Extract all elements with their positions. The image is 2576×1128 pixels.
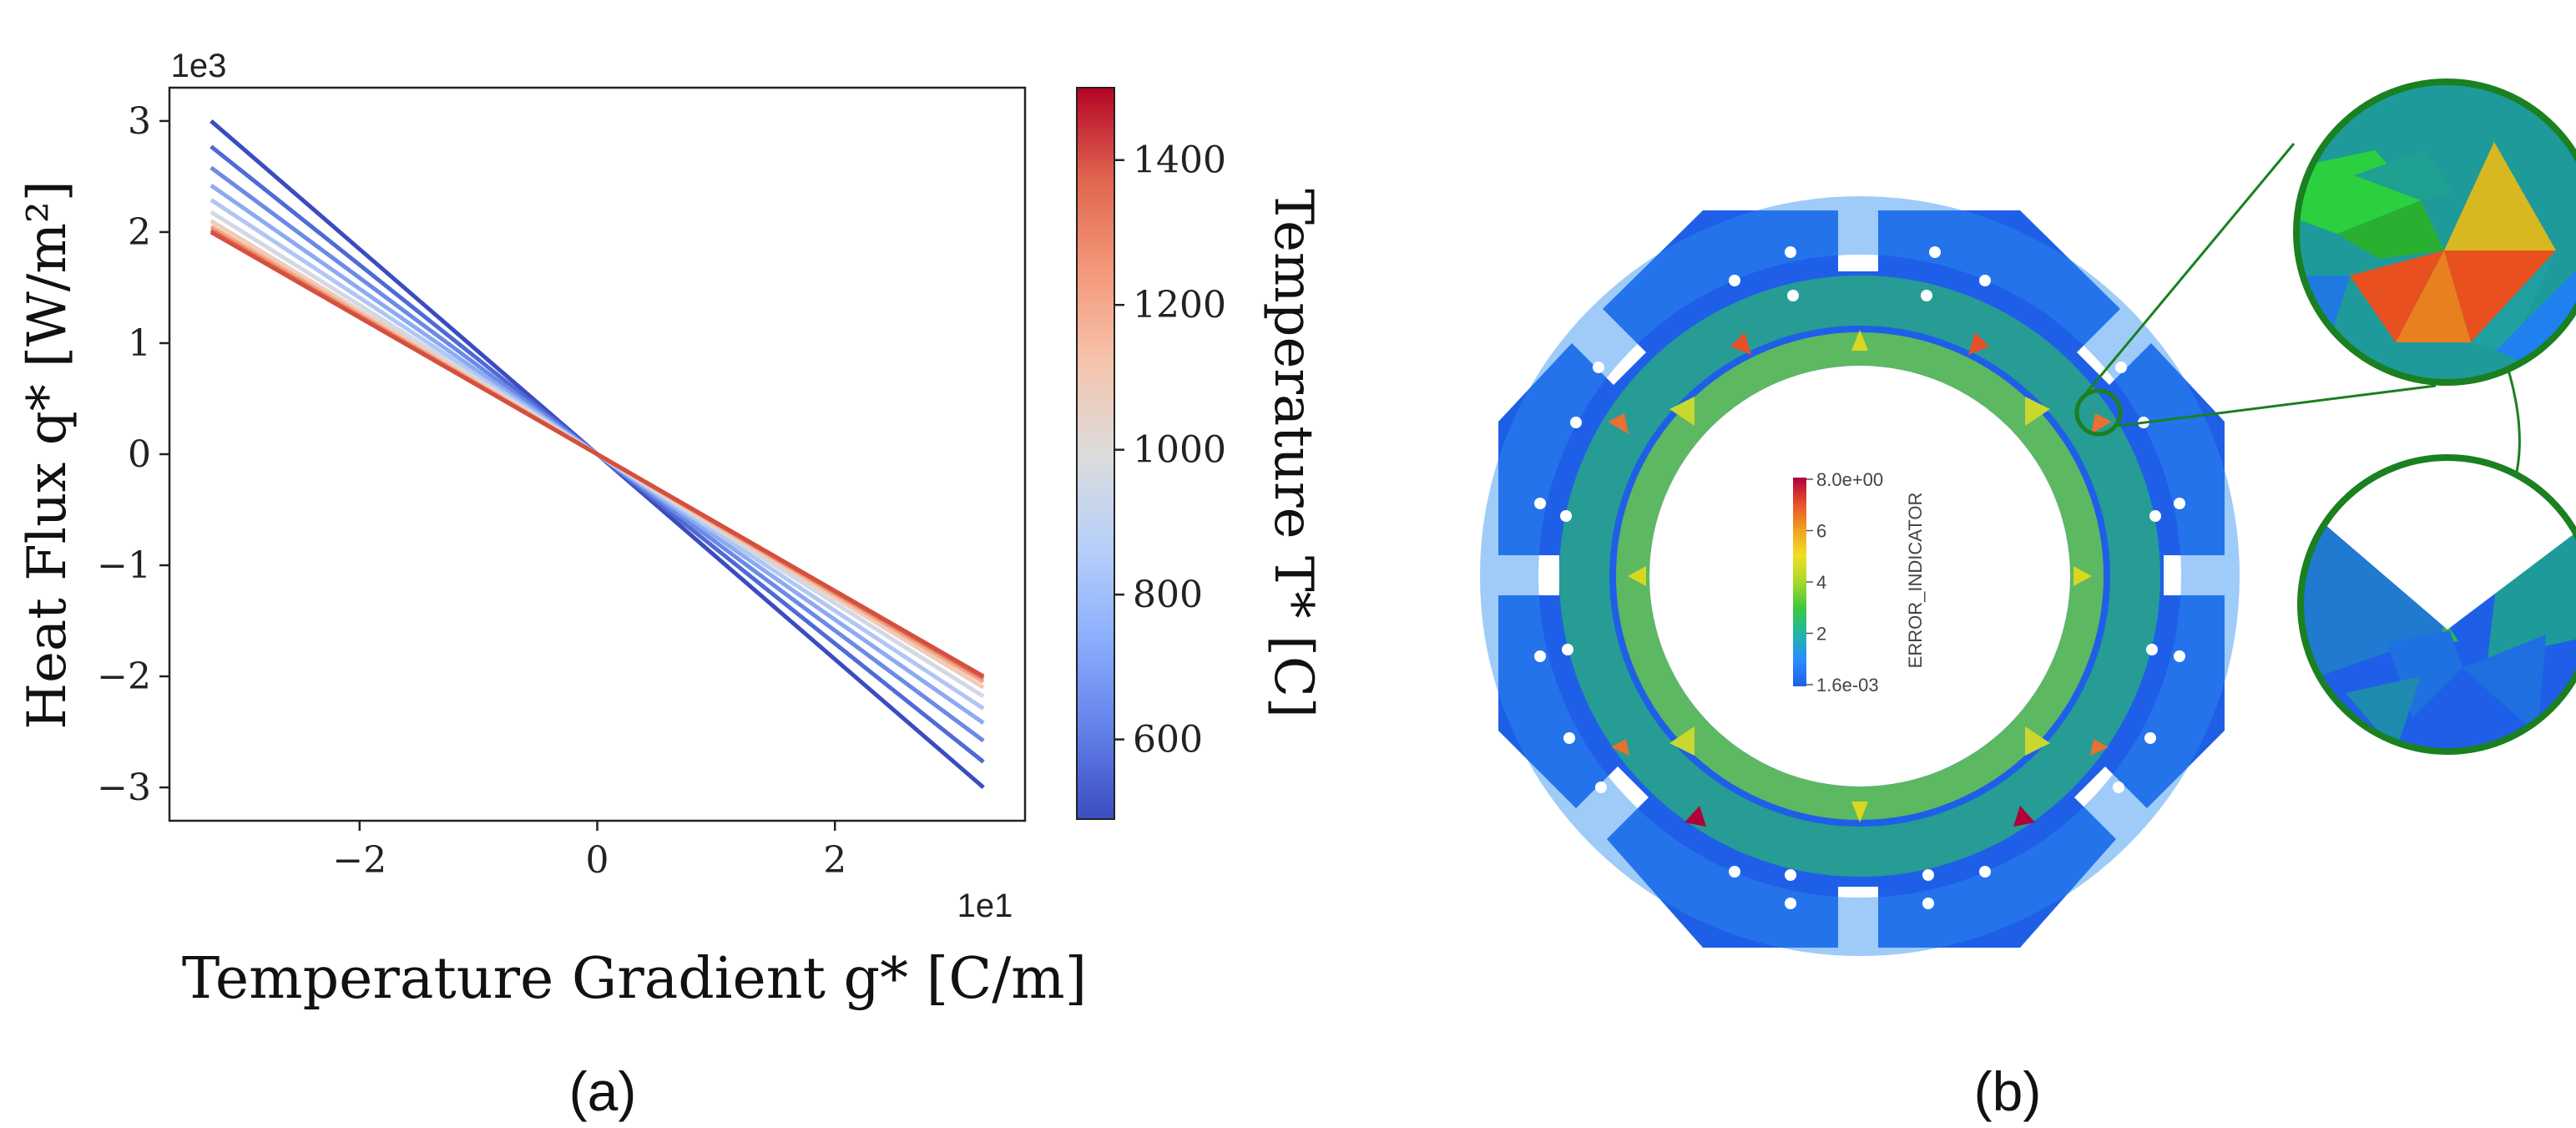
colorbar-b-tick-label: 1.6e-03 [1816, 675, 1879, 696]
mesh-ring [1480, 196, 2240, 956]
zoom-line-top [2085, 143, 2296, 393]
colorbar-a [1077, 88, 1114, 819]
series-layer [210, 119, 985, 789]
zoom-view-before [2296, 82, 2576, 382]
x-tick-label: 0 [586, 839, 609, 882]
y-tick-label: −2 [97, 655, 151, 698]
zoom-view-after [2301, 458, 2576, 751]
colorbar-b-ticks: 8.0e+00 6 4 2 1.6e-03 [1806, 469, 1883, 696]
zoom-circle-after [2297, 454, 2576, 755]
zoom-line-bottom [2118, 384, 2437, 427]
colorbar-b-tick-label: 8.0e+00 [1816, 469, 1883, 490]
colorbar-b-title: ERROR_INDICATOR [1905, 493, 1926, 669]
y-tick-label: 2 [128, 211, 151, 254]
x-tick-label: −2 [332, 839, 386, 882]
panel-a-label: (a) [569, 1060, 637, 1122]
y-tick-label: 3 [128, 100, 151, 143]
colorbar-a-tick-label: 1400 [1133, 139, 1226, 182]
colorbar-a-label: Temperature T* [C] [1262, 189, 1324, 718]
zoom-marker [2074, 388, 2123, 437]
x-multiplier: 1e1 [957, 888, 1013, 924]
ring-bore [1649, 366, 2070, 787]
y-tick-label: 1 [128, 322, 151, 365]
y-multiplier: 1e3 [171, 48, 227, 84]
panel-b-label: (b) [1974, 1060, 2042, 1122]
y-tick-label: −3 [97, 766, 151, 809]
x-ticks: −2 0 2 [332, 821, 846, 882]
series-line-1400 [210, 230, 985, 679]
colorbar-a-tick-label: 1200 [1133, 284, 1226, 326]
y-axis-label: Heat Flux q* [W/m²] [17, 180, 78, 729]
colorbar-a-ticks: 600 800 1000 1200 1400 [1114, 139, 1226, 761]
zoom-circle-before [2293, 78, 2576, 386]
hot-spots [1608, 330, 2112, 827]
panel-b: 8.0e+00 6 4 2 1.6e-03 ERROR_INDICATOR [1480, 78, 2576, 1122]
x-tick-label: 2 [823, 839, 846, 882]
colorbar-a-tick-label: 800 [1133, 574, 1203, 616]
colorbar-b-tick-label: 2 [1816, 624, 1826, 645]
y-tick-label: −1 [97, 544, 151, 587]
colorbar-b [1793, 478, 1806, 686]
ring-band-edge [1480, 196, 2240, 956]
colorbar-a-tick-label: 600 [1133, 719, 1203, 761]
arrow-path [2506, 367, 2521, 483]
x-axis-label: Temperature Gradient g* [C/m] [182, 946, 1087, 1012]
ring-band-outer [1559, 276, 2160, 877]
colorbar-a-tick-label: 1000 [1133, 429, 1226, 472]
colorbar-a-frame [1076, 87, 1115, 820]
colorbar-b-tick-label: 6 [1816, 521, 1826, 542]
colorbar-b-tick-label: 4 [1816, 572, 1826, 593]
y-ticks: −3 −2 −1 0 1 2 3 [97, 100, 169, 809]
y-tick-label: 0 [128, 433, 151, 476]
panel-a: −2 0 2 −3 −2 −1 0 1 2 3 1e3 1e1 Temperature Grad… [17, 48, 1324, 1122]
bolt-holes [1534, 246, 2185, 909]
